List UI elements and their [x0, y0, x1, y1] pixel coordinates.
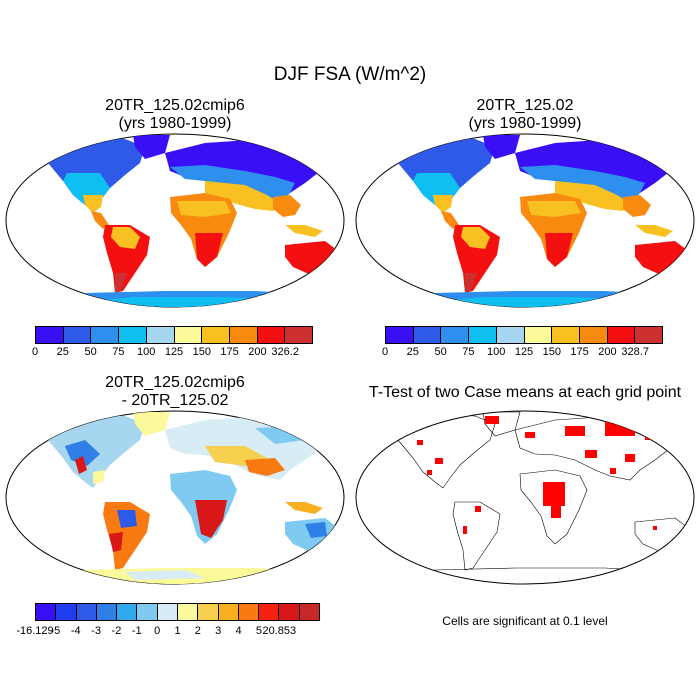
colorbar-segment: [56, 604, 77, 620]
colorbar-segment: [238, 604, 260, 620]
colorbar-segment: [496, 327, 525, 343]
colorbar-tick-label: 326.2: [271, 346, 299, 358]
colorbar-tick-label: 0: [154, 625, 161, 637]
colorbar-tick-label: 0: [381, 346, 389, 358]
colorbar-tick-label: 200: [598, 346, 617, 358]
panel3-title: 20TR_125.02cmip6 - 20TR_125.02: [25, 374, 325, 410]
colorbar-segment: [91, 327, 120, 343]
colorbar-segment: [119, 327, 147, 343]
colorbar-segment: [285, 327, 313, 343]
panel1-title: 20TR_125.02cmip6 (yrs 1980-1999): [25, 97, 325, 133]
colorbar-segment: [174, 327, 203, 343]
panel1-title-line1: 20TR_125.02cmip6: [105, 97, 245, 114]
map-panel-3: [5, 410, 345, 585]
panel3-title-line2: - 20TR_125.02: [121, 392, 229, 409]
colorbar-tick-label: 3: [215, 625, 222, 637]
colorbar-tick-label: 200: [248, 346, 267, 358]
colorbar-2-ticks: 0 25 50 75 100 125 150 175 200 328.7: [381, 346, 663, 360]
colorbar-segment: [469, 327, 497, 343]
colorbar-tick-label: 1: [174, 625, 181, 637]
colorbar-segment: [257, 327, 286, 343]
colorbar-tick-label: -16.129: [16, 625, 54, 637]
colorbar-segment: [146, 327, 175, 343]
colorbar-tick-label: -1: [131, 625, 142, 637]
colorbar-tick-label: -5: [50, 625, 61, 637]
colorbar-tick-label: 100: [487, 346, 506, 358]
colorbar-segment: [229, 327, 258, 343]
colorbar-segment: [635, 327, 663, 343]
colorbar-segment: [76, 604, 97, 620]
colorbar-segment: [117, 604, 138, 620]
colorbar-segment: [413, 327, 442, 343]
map-panel-2: [355, 133, 695, 308]
colorbar-segment: [386, 327, 414, 343]
colorbar-3-ticks: -16.129 -5 -4 -3 -2 -1 0 1 2 3 4 5 20.853: [16, 625, 320, 639]
colorbar-segment: [198, 604, 219, 620]
panel3-title-line1: 20TR_125.02cmip6: [105, 374, 245, 391]
panel2-title-line1: 20TR_125.02: [476, 97, 574, 114]
colorbar-tick-label: 4: [235, 625, 242, 637]
colorbar-segment: [137, 604, 158, 620]
colorbar-tick-label: 25: [406, 346, 419, 358]
panel4-title-line1: T-Test of two Case means at each grid po…: [368, 384, 682, 401]
colorbar-segment: [579, 327, 608, 343]
colorbar-segment: [299, 604, 319, 620]
colorbar-tick-label: 125: [164, 346, 184, 358]
panel4-title: T-Test of two Case means at each grid po…: [350, 384, 700, 402]
map-panel-1: [5, 133, 345, 308]
colorbar-tick-label: 125: [514, 346, 534, 358]
colorbar-segment: [36, 604, 57, 620]
colorbar-segment: [202, 327, 230, 343]
colorbar-tick-label: 0: [31, 346, 39, 358]
colorbar-tick-label: 100: [137, 346, 156, 358]
colorbar-tick-label: 50: [84, 346, 97, 358]
colorbar-tick-label: 75: [112, 346, 125, 358]
colorbar-segment: [157, 604, 178, 620]
colorbar-tick-label: -4: [70, 625, 81, 637]
colorbar-tick-label: 175: [220, 346, 239, 358]
colorbar-tick-label: 150: [192, 346, 211, 358]
colorbar-segment: [607, 327, 636, 343]
colorbar-segment: [96, 604, 118, 620]
colorbar-tick-label: 50: [434, 346, 447, 358]
colorbar-tick-label: 175: [570, 346, 589, 358]
panel1-title-line2: (yrs 1980-1999): [118, 115, 232, 132]
colorbar-segment: [279, 604, 300, 620]
colorbar-segment: [177, 604, 199, 620]
colorbar-tick-label: 150: [542, 346, 561, 358]
colorbar-1-ticks: 0 25 50 75 100 125 150 175 200 326.2: [31, 346, 313, 360]
colorbar-tick-label: 25: [56, 346, 69, 358]
colorbar-tick-label: 328.7: [621, 346, 649, 358]
colorbar-3: [35, 603, 320, 621]
panel2-title-line2: (yrs 1980-1999): [468, 115, 582, 132]
colorbar-tick-label: -3: [91, 625, 101, 637]
figure-title: DJF FSA (W/m^2): [273, 64, 427, 85]
colorbar-tick-label: 20.853: [262, 625, 297, 637]
colorbar-segment: [552, 327, 580, 343]
colorbar-segment: [218, 604, 239, 620]
colorbar-segment: [259, 604, 280, 620]
colorbar-1: [35, 326, 313, 344]
colorbar-segment: [524, 327, 553, 343]
panel2-title: 20TR_125.02 (yrs 1980-1999): [375, 97, 675, 133]
colorbar-segment: [63, 327, 92, 343]
map-panel-4: [355, 410, 695, 585]
colorbar-tick-label: -2: [111, 625, 122, 637]
colorbar-tick-label: 5: [255, 625, 262, 637]
significance-note: Cells are significant at 0.1 level: [442, 614, 608, 628]
colorbar-segment: [36, 327, 64, 343]
colorbar-2: [385, 326, 663, 344]
colorbar-tick-label: 75: [462, 346, 475, 358]
colorbar-segment: [441, 327, 470, 343]
colorbar-tick-label: 2: [194, 625, 201, 637]
